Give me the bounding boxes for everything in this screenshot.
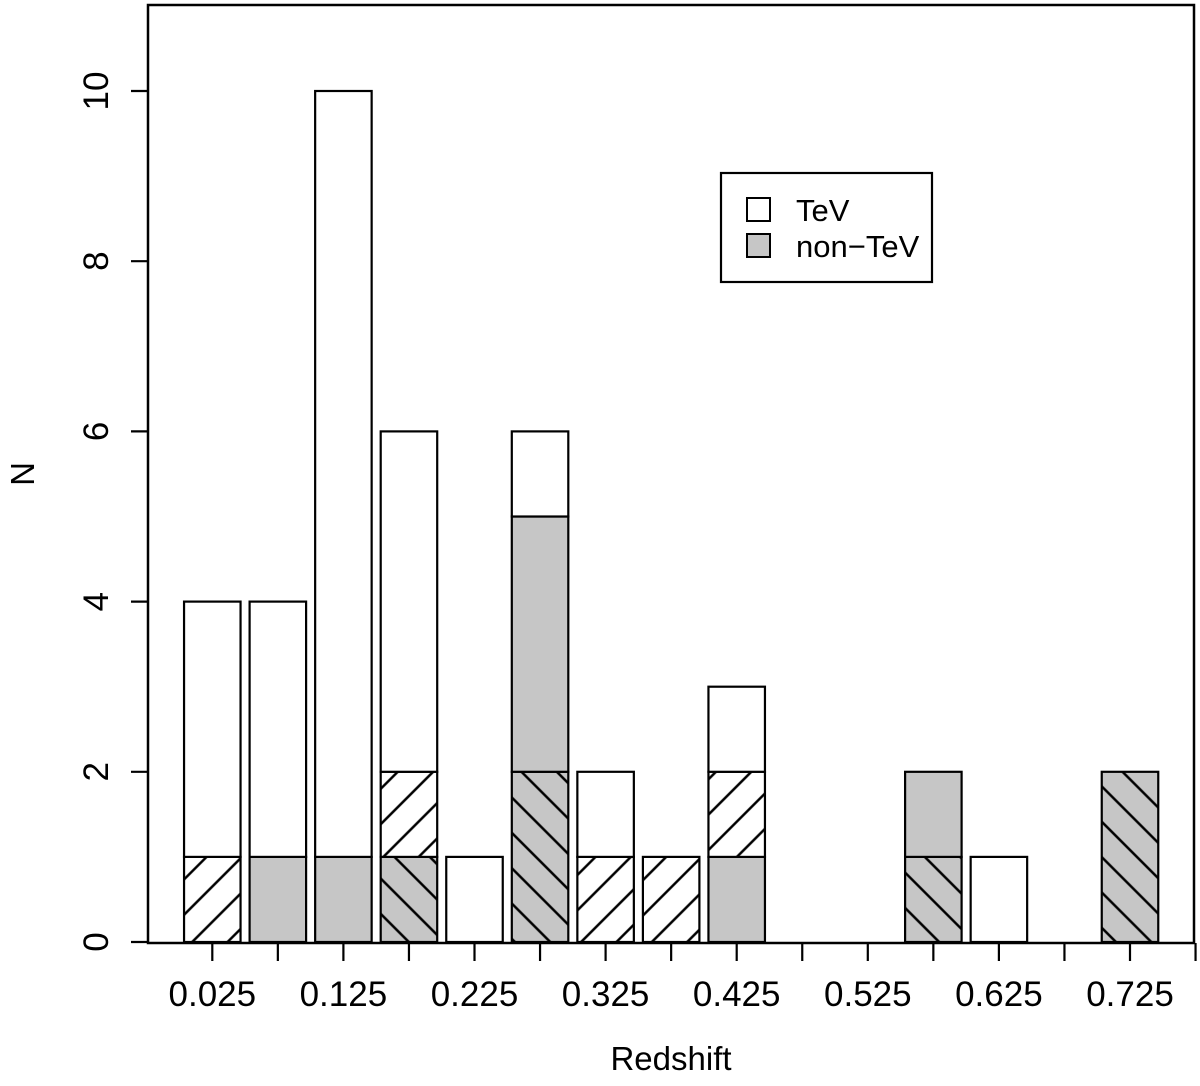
y-tick-label: 4	[77, 592, 116, 611]
bar-segment-fill	[380, 431, 438, 772]
bar-segment-fill	[577, 771, 634, 857]
y-tick-label: 10	[77, 72, 116, 111]
x-axis-title: Redshift	[610, 1040, 731, 1077]
bar-segment-fill	[446, 856, 503, 942]
bar-segment-fill	[315, 856, 372, 942]
bar-segment-fill	[708, 686, 765, 772]
bar-segment-fill	[315, 91, 372, 857]
plot-border	[146, 3, 1196, 945]
histogram-bar	[1100, 770, 1160, 944]
x-tick-label: 0.325	[562, 975, 650, 1014]
bar-segment-hatch	[708, 771, 765, 857]
y-axis-title: N	[4, 462, 41, 486]
bar-segment-fill	[184, 601, 241, 857]
x-tick-label: 0.225	[431, 975, 519, 1014]
bar-segment-fill	[970, 856, 1028, 942]
bar-segment-hatch	[380, 771, 438, 857]
legend-swatch-non-tev	[746, 233, 771, 258]
bar-segment-fill	[511, 431, 569, 517]
histogram-bar	[379, 430, 439, 944]
histogram-bar	[182, 600, 242, 944]
bar-segment-hatch	[380, 856, 438, 942]
bar-segment-hatch	[1101, 771, 1159, 942]
legend-swatch-tev	[746, 197, 771, 222]
bar-segment-hatch	[577, 856, 634, 942]
bar-segment-border	[182, 600, 242, 858]
legend-box	[719, 171, 934, 284]
histogram-bar	[248, 600, 308, 944]
x-tick-label: 0.425	[693, 975, 781, 1014]
x-tick-label: 0.625	[955, 975, 1043, 1014]
histogram-bar	[576, 770, 635, 944]
histogram-bar	[314, 89, 373, 944]
y-axis: 0 2 4 6 8 10	[77, 72, 148, 952]
histogram-bar	[445, 855, 504, 944]
histogram-bar	[707, 685, 767, 944]
y-tick-label: 0	[77, 932, 116, 951]
legend-label-tev: TeV	[796, 193, 850, 228]
x-tick-label: 0.025	[169, 975, 257, 1014]
bar-segment-hatch	[511, 771, 569, 942]
histogram-bar	[903, 770, 963, 944]
x-tick-label: 0.525	[824, 975, 912, 1014]
y-tick-label: 2	[77, 762, 116, 781]
x-axis: 0.025 0.125 0.225 0.325 0.425 0.525 0.625 0.725	[169, 943, 1197, 1014]
bar-segment-border	[510, 430, 570, 518]
bar-segment-fill	[249, 601, 307, 857]
bar-segment-hatch	[905, 856, 962, 942]
bars-group	[182, 89, 1160, 944]
bar-segment-hatch	[642, 856, 700, 942]
histogram-bar	[641, 855, 701, 944]
histogram-bar	[969, 855, 1029, 944]
legend-label-non-tev: non−TeV	[796, 229, 920, 264]
bar-segment-border	[379, 430, 439, 773]
y-tick-label: 8	[77, 251, 116, 270]
bar-segment-fill	[905, 771, 962, 857]
x-tick-label: 0.125	[300, 975, 388, 1014]
bar-segment-border	[903, 770, 963, 858]
y-tick-label: 6	[77, 422, 116, 441]
x-tick-label: 0.725	[1086, 975, 1174, 1014]
bar-segment-fill	[708, 856, 765, 942]
bar-segment-border	[248, 600, 308, 858]
bar-segment-hatch	[184, 856, 241, 942]
legend: TeV non−TeV	[719, 171, 934, 284]
bar-segment-border	[576, 770, 635, 858]
histogram-bar	[510, 430, 570, 944]
bar-segment-fill	[249, 856, 307, 942]
bar-segment-fill	[511, 516, 569, 772]
bar-segment-border	[314, 89, 373, 859]
bar-segment-border	[707, 685, 767, 773]
